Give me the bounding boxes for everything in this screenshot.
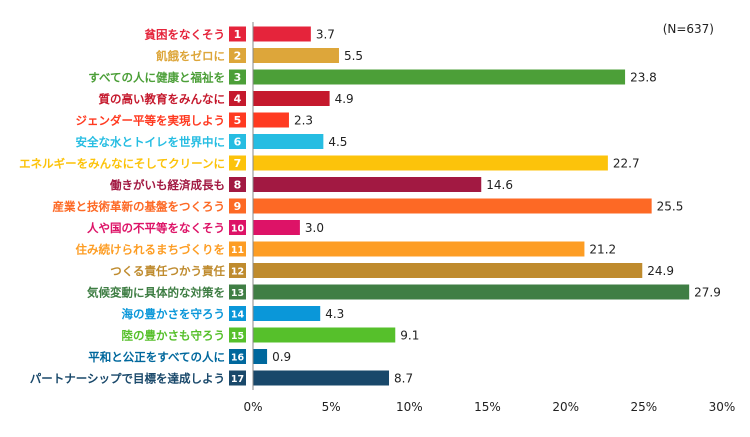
category-label: 海の豊かさを守ろう bbox=[122, 307, 226, 321]
goal-number-label: 6 bbox=[234, 136, 242, 149]
bar bbox=[253, 370, 390, 386]
bar-value-label: 0.9 bbox=[272, 350, 291, 364]
goal-number-label: 10 bbox=[231, 224, 245, 235]
category-label: 人や国の不平等をなくそう bbox=[87, 221, 225, 235]
goal-number-badge bbox=[229, 26, 246, 42]
goal-number-label: 12 bbox=[231, 267, 244, 278]
x-tick-label: 5% bbox=[322, 400, 341, 414]
category-label: パートナーシップで目標を達成しよう bbox=[30, 372, 225, 386]
goal-number-label: 16 bbox=[231, 353, 245, 364]
goal-number-label: 17 bbox=[231, 374, 244, 385]
category-label: 貧困をなくそう bbox=[145, 28, 226, 42]
x-tick-label: 15% bbox=[474, 400, 501, 414]
bar-value-label: 4.3 bbox=[325, 307, 344, 321]
goal-number-label: 3 bbox=[234, 71, 242, 84]
goal-number-badge bbox=[229, 91, 246, 106]
bar-value-label: 27.9 bbox=[694, 286, 721, 300]
category-label: 質の高い教育をみんなに bbox=[99, 92, 226, 106]
bar bbox=[253, 327, 396, 343]
goal-number-badge bbox=[229, 69, 246, 85]
bar-value-label: 25.5 bbox=[657, 200, 684, 214]
bar-value-label: 4.9 bbox=[335, 92, 354, 106]
x-tick-label: 30% bbox=[709, 400, 736, 414]
category-label: 飢餓をゼロに bbox=[155, 49, 225, 63]
bar bbox=[253, 220, 300, 235]
bar bbox=[253, 306, 321, 321]
x-tick-label: 0% bbox=[243, 400, 262, 414]
bar bbox=[253, 91, 330, 106]
goal-number-badge bbox=[229, 177, 246, 192]
category-label: つくる責任つかう責任 bbox=[110, 264, 225, 278]
category-label: 気候変動に具体的な対策を bbox=[87, 286, 225, 300]
bar-value-label: 23.8 bbox=[630, 71, 657, 85]
category-label: 産業と技術革新の基盤をつくろう bbox=[53, 200, 226, 214]
bar bbox=[253, 349, 268, 364]
category-label: ジェンダー平等を実現しよう bbox=[76, 114, 226, 128]
goal-number-badge bbox=[229, 112, 246, 128]
bar-value-label: 2.3 bbox=[294, 114, 313, 128]
goal-number-badge bbox=[229, 220, 246, 235]
goal-number-label: 8 bbox=[234, 179, 242, 192]
goal-number-badge bbox=[229, 263, 246, 278]
x-tick-label: 20% bbox=[552, 400, 579, 414]
bar bbox=[253, 134, 324, 149]
goal-number-badge bbox=[229, 241, 246, 257]
bar bbox=[253, 263, 643, 278]
goal-number-badge bbox=[229, 48, 246, 63]
goal-number-label: 14 bbox=[231, 310, 245, 321]
bar bbox=[253, 241, 585, 257]
bar-value-label: 4.5 bbox=[328, 135, 347, 149]
goal-number-label: 4 bbox=[234, 93, 242, 106]
category-label: 平和と公正をすべての人に bbox=[88, 350, 225, 364]
sample-size-note: (N=637) bbox=[662, 22, 714, 36]
bar-value-label: 3.7 bbox=[316, 28, 335, 42]
bar-value-label: 14.6 bbox=[486, 178, 513, 192]
goal-number-badge bbox=[229, 349, 246, 364]
x-tick-label: 10% bbox=[396, 400, 423, 414]
category-label: 陸の豊かさも守ろう bbox=[122, 329, 226, 343]
category-label: 住み続けられるまちづくりを bbox=[76, 243, 226, 257]
bar-value-label: 21.2 bbox=[589, 243, 616, 257]
x-tick-label: 25% bbox=[630, 400, 657, 414]
goal-number-label: 15 bbox=[231, 331, 244, 342]
goal-number-badge bbox=[229, 370, 246, 386]
bar-value-label: 5.5 bbox=[344, 49, 363, 63]
goal-number-badge bbox=[229, 284, 246, 300]
goal-number-badge bbox=[229, 198, 246, 214]
bar bbox=[253, 48, 339, 63]
goal-number-badge bbox=[229, 306, 246, 321]
bar-value-label: 9.1 bbox=[400, 329, 419, 343]
category-label: 働きがいも経済成長も bbox=[109, 178, 225, 192]
category-label: すべての人に健康と福祉を bbox=[88, 71, 225, 85]
goal-number-label: 5 bbox=[234, 114, 242, 127]
goal-number-badge bbox=[229, 327, 246, 343]
category-label: エネルギーをみんなにそしてクリーンに bbox=[19, 157, 225, 171]
bar bbox=[253, 26, 311, 42]
goal-number-label: 1 bbox=[234, 28, 242, 41]
bar bbox=[253, 198, 652, 214]
goal-number-label: 11 bbox=[231, 245, 244, 256]
bar-value-label: 8.7 bbox=[394, 372, 413, 386]
bar-value-label: 3.0 bbox=[305, 221, 324, 235]
category-label: 安全な水とトイレを世界中に bbox=[76, 135, 226, 149]
bar bbox=[253, 112, 289, 128]
goal-number-label: 9 bbox=[234, 200, 242, 213]
goal-number-label: 7 bbox=[234, 157, 242, 170]
goal-number-badge bbox=[229, 134, 246, 149]
bar bbox=[253, 155, 608, 171]
bar-value-label: 22.7 bbox=[613, 157, 640, 171]
bar-value-label: 24.9 bbox=[647, 264, 674, 278]
goal-number-badge bbox=[229, 155, 246, 171]
bar bbox=[253, 284, 690, 300]
bar bbox=[253, 69, 626, 85]
goal-number-label: 2 bbox=[234, 50, 242, 63]
goal-number-label: 13 bbox=[231, 288, 244, 299]
bar bbox=[253, 177, 482, 192]
